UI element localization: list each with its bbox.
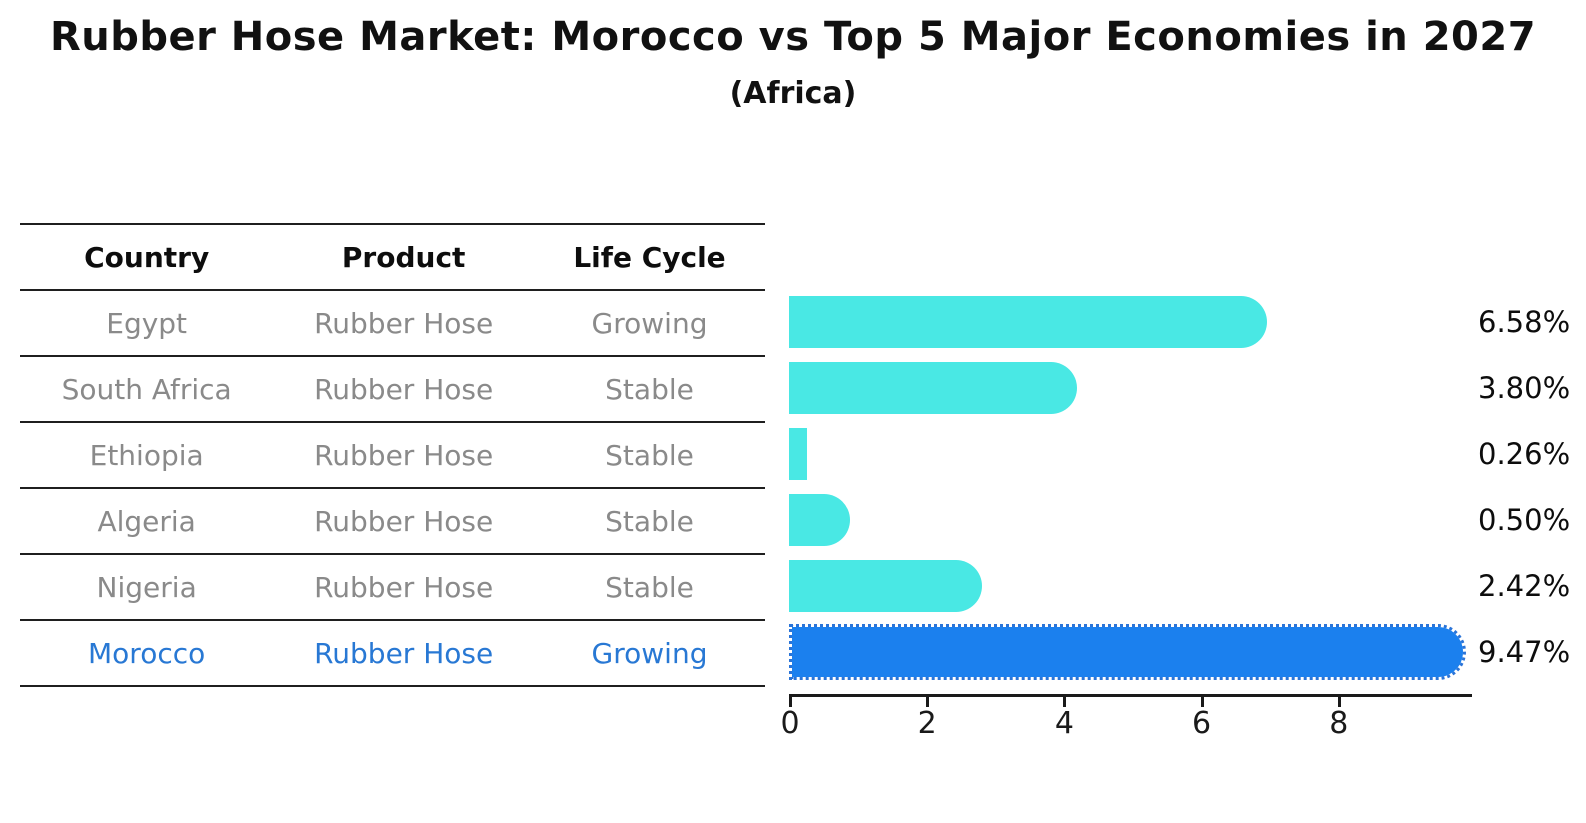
x-axis-tick-label: 8 [1329, 706, 1349, 741]
bar-nigeria [789, 560, 982, 612]
life-cycle-cell: Stable [605, 372, 694, 406]
table-row: Egypt Rubber Hose Growing [20, 291, 765, 357]
x-axis-tick [926, 697, 930, 707]
bar-morocco [789, 624, 1466, 680]
life-cycle-cell: Growing [591, 306, 708, 340]
x-axis-tick-label: 2 [917, 706, 937, 741]
life-cycle-cell: Stable [605, 438, 694, 472]
bar-egypt [789, 296, 1267, 348]
life-cycle-cell: Stable [605, 570, 694, 604]
x-axis-tick-label: 0 [780, 706, 800, 741]
product-cell: Rubber Hose [314, 636, 494, 670]
country-cell: Egypt [106, 306, 188, 340]
x-axis-tick [789, 697, 792, 707]
table-row: South Africa Rubber Hose Stable [20, 357, 765, 423]
bar-value-label: 6.58% [1478, 305, 1571, 339]
country-cell: South Africa [61, 372, 232, 406]
table-row: Algeria Rubber Hose Stable [20, 489, 765, 555]
product-cell: Rubber Hose [314, 372, 494, 406]
product-cell: Rubber Hose [314, 438, 494, 472]
x-axis-tick [1063, 697, 1067, 707]
x-axis-tick-label: 6 [1192, 706, 1212, 741]
bar-value-label: 0.50% [1478, 503, 1571, 537]
x-axis-tick [1200, 697, 1204, 707]
life-cycle-cell: Growing [591, 636, 708, 670]
table-header-row: Country Product Life Cycle [20, 225, 765, 291]
country-cell: Nigeria [96, 570, 197, 604]
x-axis-line [789, 694, 1472, 697]
country-cell: Morocco [88, 636, 206, 670]
table-row: Morocco Rubber Hose Growing [20, 621, 765, 685]
table-header-cell: Product [341, 240, 466, 274]
bar-value-label: 0.26% [1478, 437, 1571, 471]
product-cell: Rubber Hose [314, 306, 494, 340]
country-cell: Algeria [97, 504, 196, 538]
country-cell: Ethiopia [89, 438, 204, 472]
bar-value-label: 2.42% [1478, 569, 1571, 603]
bar-value-label: 9.47% [1478, 635, 1571, 669]
chart-subtitle: (Africa) [729, 76, 857, 111]
x-axis-tick [1337, 697, 1341, 707]
x-axis-tick-label: 4 [1054, 706, 1074, 741]
table-row: Ethiopia Rubber Hose Stable [20, 423, 765, 489]
country-table: Country Product Life Cycle Egypt Rubber Hose… [20, 223, 765, 687]
table-row: Nigeria Rubber Hose Stable [20, 555, 765, 621]
chart-title: Rubber Hose Market: Morocco vs Top 5 Maj… [49, 14, 1537, 60]
table-header-cell: Country [84, 240, 210, 274]
table-header-cell: Life Cycle [573, 240, 726, 274]
bar-value-label: 3.80% [1478, 371, 1571, 405]
bar-algeria [789, 494, 850, 546]
product-cell: Rubber Hose [314, 570, 494, 604]
bar-ethiopia [789, 428, 807, 480]
life-cycle-cell: Stable [605, 504, 694, 538]
bar-south-africa [789, 362, 1077, 414]
product-cell: Rubber Hose [314, 504, 494, 538]
